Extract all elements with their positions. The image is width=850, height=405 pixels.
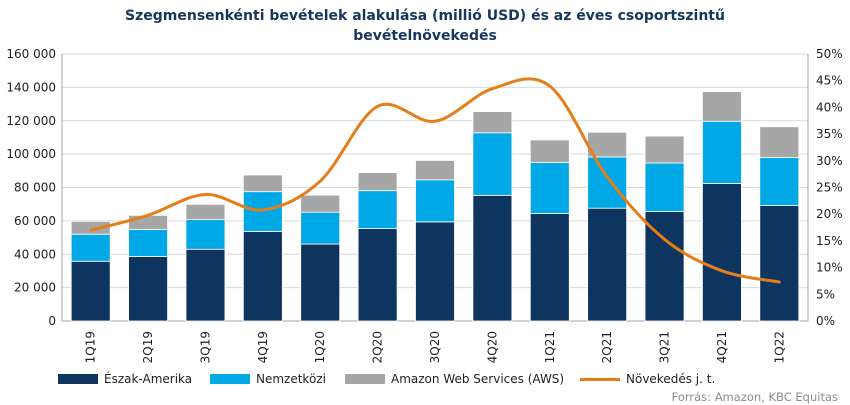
y2-tick-label: 10% [816, 261, 843, 275]
chart-title-line2: bevételnövekedés [353, 28, 497, 44]
bar-north-america [185, 248, 226, 322]
y2-tick-label: 15% [816, 234, 843, 248]
revenue-chart: 0 20 000 40 000 60 000 80 000 100 000 120 000 1… [6, 47, 843, 363]
legend-swatch-growth [580, 377, 620, 381]
bar-north-america [472, 194, 513, 322]
legend-label-international: Nemzetközi [256, 372, 326, 386]
bar-international [587, 156, 628, 209]
legend-item-aws: Amazon Web Services (AWS) [345, 372, 564, 386]
x-tick-label: 1Q20 [313, 331, 327, 363]
bar-international [300, 211, 341, 245]
bar-aws [529, 139, 570, 163]
bar-aws [702, 91, 742, 122]
bar-international [529, 162, 570, 214]
bar-international [185, 218, 226, 250]
bar-international [472, 132, 513, 196]
bar-north-america [70, 260, 111, 322]
legend-label-north-america: Észak-Amerika [104, 372, 193, 386]
y-tick-label: 160 000 [6, 47, 56, 61]
bar-aws [644, 135, 685, 164]
bar-international [759, 157, 800, 206]
bar-north-america [357, 228, 398, 322]
y-tick-label: 40 000 [14, 247, 56, 261]
bar-aws [70, 220, 111, 235]
y2-tick-label: 50% [816, 47, 843, 61]
bar-international [644, 162, 685, 212]
y-tick-label: 0 [48, 314, 56, 328]
bar-international [242, 191, 283, 232]
bar-international [415, 179, 455, 223]
y2-tick-label: 20% [816, 207, 843, 221]
chart-legend: Észak-Amerika Nemzetközi Amazon Web Serv… [0, 372, 850, 388]
x-tick-label: 1Q21 [543, 331, 557, 363]
x-tick-label: 1Q22 [772, 331, 786, 363]
legend-item-international: Nemzetközi [210, 372, 326, 386]
y-tick-label: 120 000 [6, 114, 56, 128]
legend-swatch-aws [345, 374, 385, 384]
legend-label-growth: Növekedés j. t. [626, 372, 716, 386]
bar-north-america [128, 256, 168, 322]
chart-title-line1: Szegmensenkénti bevételek alakulása (mil… [125, 8, 725, 24]
bar-aws [128, 214, 168, 230]
bar-international [357, 190, 398, 229]
x-tick-label: 4Q19 [256, 331, 270, 363]
legend-item-growth: Növekedés j. t. [580, 372, 715, 386]
y2-tick-label: 0% [816, 314, 835, 328]
y2-tick-label: 35% [816, 127, 843, 141]
y2-tick-label: 30% [816, 154, 843, 168]
x-tick-label: 2Q19 [141, 331, 155, 363]
x-tick-label: 4Q20 [485, 331, 499, 363]
bar-north-america [587, 207, 628, 322]
bar-aws [300, 194, 341, 213]
bar-international [128, 228, 168, 257]
x-tick-label: 3Q19 [198, 331, 212, 363]
bar-north-america [415, 221, 455, 322]
legend-swatch-international [210, 374, 250, 384]
legend-swatch-north-america [58, 374, 98, 384]
bar-north-america [702, 183, 742, 322]
bar-north-america [529, 213, 570, 322]
y-tick-label: 140 000 [6, 80, 56, 94]
bar-aws [242, 174, 283, 193]
bar-aws [472, 111, 513, 134]
source-note: Forrás: Amazon, KBC Equitas [671, 390, 838, 404]
x-tick-label: 3Q20 [428, 331, 442, 363]
x-tick-label: 1Q19 [84, 331, 98, 363]
y-tick-label: 80 000 [14, 181, 56, 195]
bar-north-america [759, 205, 800, 322]
y-tick-label: 20 000 [14, 281, 56, 295]
bar-aws [759, 126, 800, 158]
bar-international [70, 233, 111, 262]
bar-aws [185, 203, 226, 220]
growth-line [89, 77, 781, 284]
x-tick-label: 3Q21 [658, 331, 672, 363]
bar-international [702, 120, 742, 184]
y2-tick-label: 40% [816, 100, 843, 114]
chart-title: Szegmensenkénti bevételek alakulása (mil… [0, 6, 850, 46]
bar-aws [415, 160, 455, 181]
y-tick-label: 100 000 [6, 147, 56, 161]
legend-label-aws: Amazon Web Services (AWS) [391, 372, 565, 386]
legend-item-north-america: Észak-Amerika [58, 372, 192, 386]
y2-tick-label: 5% [816, 287, 835, 301]
x-tick-label: 2Q21 [600, 331, 614, 363]
bar-north-america [242, 230, 283, 322]
bar-north-america [300, 243, 341, 322]
x-tick-label: 2Q20 [371, 331, 385, 363]
y2-tick-label: 25% [816, 181, 843, 195]
bar-aws [357, 172, 398, 192]
y2-tick-label: 45% [816, 74, 843, 88]
y-tick-label: 60 000 [14, 214, 56, 228]
x-tick-label: 4Q21 [715, 331, 729, 363]
